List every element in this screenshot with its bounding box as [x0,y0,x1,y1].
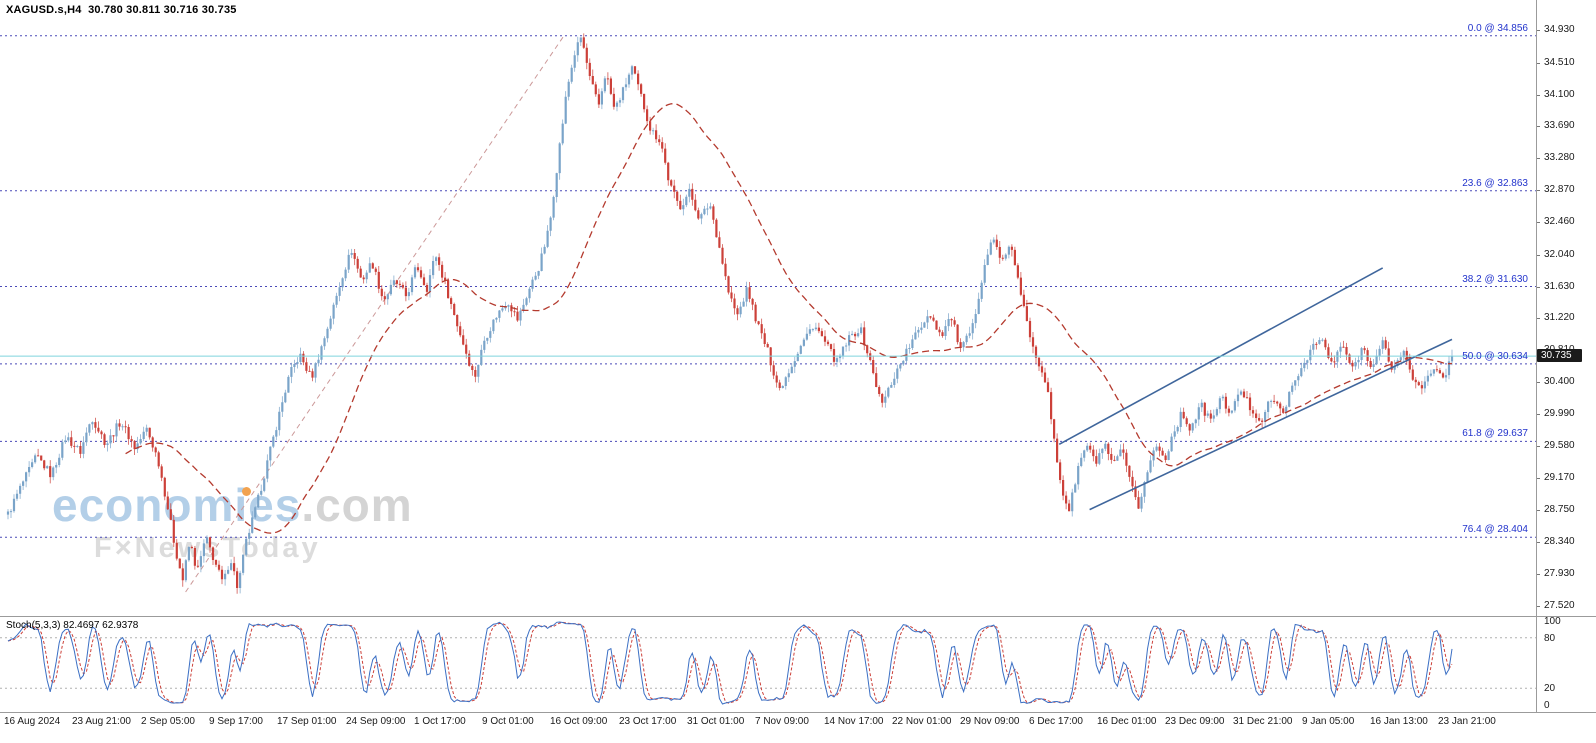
symbol-ohlc-readout: XAGUSD.s,H4 30.780 30.811 30.716 30.735 [6,4,237,16]
time-axis-label: 14 Nov 17:00 [824,716,884,727]
price-tick-label: 30.400 [1544,376,1575,388]
stoch-timeaxis-divider [0,712,1596,713]
plot-axis-divider [1536,0,1537,712]
price-tick-label: 29.990 [1544,407,1575,419]
time-axis-label: 29 Nov 09:00 [960,716,1020,727]
time-axis-label: 23 Jan 21:00 [1438,716,1496,727]
time-axis-label: 23 Aug 21:00 [72,716,131,727]
price-tick-mark [1537,222,1540,223]
price-tick-mark [1537,63,1540,64]
stochastic-axis: 100 80 20 0 [1537,616,1596,712]
price-tick-mark [1537,190,1540,191]
watermark-orange-dot-icon [242,487,251,496]
price-tick-mark [1537,126,1540,127]
bull-candle-bodies [6,37,1454,588]
price-tick-mark [1537,30,1540,31]
price-tick-label: 27.930 [1544,568,1575,580]
price-tick-label: 28.340 [1544,536,1575,548]
price-tick-mark [1537,255,1540,256]
time-axis-label: 16 Jan 13:00 [1370,716,1428,727]
price-tick-label: 34.510 [1544,56,1575,68]
price-axis[interactable]: 30.735 34.930 34.510 34.100 33.690 33.280 32.… [1537,0,1596,616]
time-axis-label: 7 Nov 09:00 [755,716,809,727]
price-tick-mark [1537,446,1540,447]
main-stoch-divider [0,616,1596,617]
stochastic-readout: Stoch(5,3,3) 82.4697 62.9378 [6,620,139,631]
price-tick-label: 29.170 [1544,471,1575,483]
price-tick-label: 33.690 [1544,120,1575,132]
time-axis-label: 6 Dec 17:00 [1029,716,1083,727]
stoch-main-line [7,621,1453,705]
stochastic-panel[interactable]: Stoch(5,3,3) 82.4697 62.9378 [0,617,1536,712]
time-axis-label: 24 Sep 09:00 [346,716,406,727]
price-tick-label: 34.100 [1544,88,1575,100]
stoch-tick-label: 100 [1544,616,1561,627]
stoch-tick-label: 0 [1544,700,1550,711]
price-tick-label: 28.750 [1544,504,1575,516]
fib-level-label: 76.4 @ 28.404 [1462,524,1528,536]
candlestick-chart[interactable] [0,0,1536,616]
stoch-tick-label: 20 [1544,683,1556,695]
watermark-domain: .com [301,479,413,531]
fib-level-label: 38.2 @ 31.630 [1462,273,1528,285]
time-axis[interactable]: 16 Aug 2024 23 Aug 21:00 2 Sep 05:00 9 Sep … [0,712,1596,743]
price-tick-mark [1537,95,1540,96]
price-tick-label: 31.220 [1544,312,1575,324]
current-price-tag: 30.735 [1537,349,1582,363]
price-tick-mark [1537,158,1540,159]
time-axis-label: 23 Oct 17:00 [619,716,677,727]
time-axis-label: 9 Oct 01:00 [482,716,534,727]
fib-level-label: 50.0 @ 30.634 [1462,350,1528,362]
price-tick-label: 32.460 [1544,215,1575,227]
time-axis-label: 16 Oct 09:00 [550,716,608,727]
fib-diagonal-line[interactable] [185,35,565,593]
time-axis-label: 31 Dec 21:00 [1233,716,1293,727]
price-tick-mark [1537,510,1540,511]
time-axis-label: 9 Jan 05:00 [1302,716,1355,727]
fib-level-label: 0.0 @ 34.856 [1467,22,1528,34]
price-chart-panel[interactable]: economies.com F×NewsToday XAGUSD.s,H4 30… [0,0,1536,616]
price-tick-label: 32.870 [1544,184,1575,196]
price-tick-mark [1537,318,1540,319]
time-axis-label: 16 Dec 01:00 [1097,716,1157,727]
bear-candle-bodies [37,37,1445,588]
price-tick-mark [1537,542,1540,543]
stoch-signal-line [7,621,1453,704]
time-axis-label: 23 Dec 09:00 [1165,716,1225,727]
price-tick-mark [1537,478,1540,479]
price-tick-label: 27.520 [1544,599,1575,611]
time-axis-label: 16 Aug 2024 [4,716,61,727]
price-tick-mark [1537,414,1540,415]
time-axis-label: 1 Oct 17:00 [414,716,466,727]
stochastic-chart[interactable] [0,617,1536,712]
moving-average-line[interactable] [125,103,1453,534]
fib-level-label: 61.8 @ 29.637 [1462,428,1528,440]
price-tick-mark [1537,382,1540,383]
time-axis-label: 2 Sep 05:00 [141,716,195,727]
bull-candle-wicks [7,36,1453,594]
time-axis-label: 31 Oct 01:00 [687,716,745,727]
price-tick-label: 29.580 [1544,439,1575,451]
price-tick-mark [1537,574,1540,575]
time-axis-label: 17 Sep 01:00 [277,716,337,727]
price-tick-label: 31.630 [1544,280,1575,292]
channel-lower-line[interactable] [1089,338,1453,511]
price-tick-label: 34.930 [1544,24,1575,35]
time-axis-label: 22 Nov 01:00 [892,716,952,727]
price-tick-label: 33.280 [1544,152,1575,164]
price-tick-mark [1537,606,1540,607]
price-tick-label: 32.040 [1544,248,1575,260]
stoch-tick-label: 80 [1544,632,1556,644]
fib-level-label: 23.6 @ 32.863 [1462,177,1528,189]
price-tick-mark [1537,287,1540,288]
time-axis-label: 9 Sep 17:00 [209,716,263,727]
